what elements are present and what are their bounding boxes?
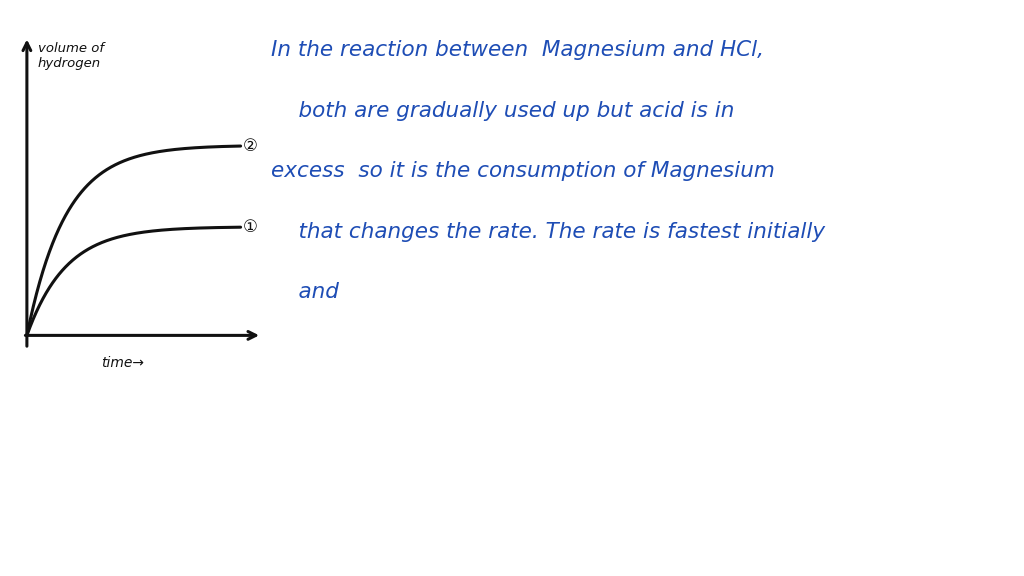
Text: In the reaction between  Magnesium and HCl,: In the reaction between Magnesium and HC… — [271, 40, 764, 60]
Text: time→: time→ — [101, 356, 144, 370]
Text: excess  so it is the consumption of Magnesium: excess so it is the consumption of Magne… — [271, 161, 775, 181]
Text: that changes the rate. The rate is fastest initially: that changes the rate. The rate is faste… — [271, 222, 825, 242]
Text: volume of
hydrogen: volume of hydrogen — [38, 42, 103, 70]
Text: and: and — [271, 282, 339, 302]
Text: ②: ② — [243, 137, 258, 155]
Text: ①: ① — [243, 218, 258, 236]
Text: both are gradually used up but acid is in: both are gradually used up but acid is i… — [271, 101, 735, 121]
